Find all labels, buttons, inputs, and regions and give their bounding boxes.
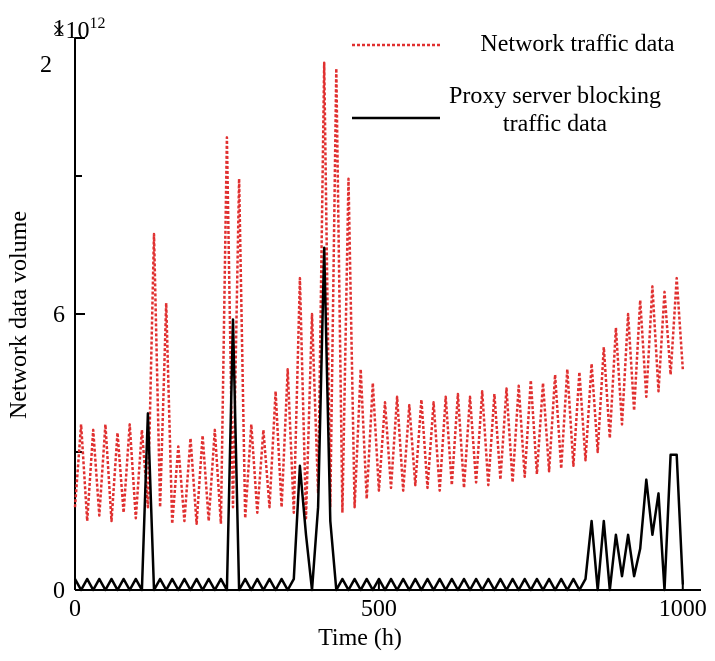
annotation: 2 bbox=[40, 52, 52, 78]
series-line bbox=[73, 61, 685, 526]
x-tick-label: 1000 bbox=[659, 596, 707, 622]
y-tick-label: 0 bbox=[53, 578, 65, 604]
x-tick-label: 0 bbox=[69, 596, 81, 622]
multiplier-exp: 12 bbox=[90, 15, 106, 32]
y-multiplier: ×1012 bbox=[52, 15, 106, 44]
y-tick-label: 6 bbox=[53, 302, 65, 328]
y-tick-label: 1 bbox=[53, 16, 65, 42]
x-axis-label: Time (h) bbox=[318, 625, 402, 651]
x-tick-label: 500 bbox=[361, 596, 397, 622]
legend-label: Network traffic data bbox=[480, 31, 675, 57]
multiplier-base: ×10 bbox=[52, 18, 90, 44]
y-axis-label: Network data volume bbox=[6, 211, 32, 419]
legend-label: Proxy server blocking traffic data bbox=[449, 83, 661, 137]
series-line bbox=[73, 246, 685, 592]
